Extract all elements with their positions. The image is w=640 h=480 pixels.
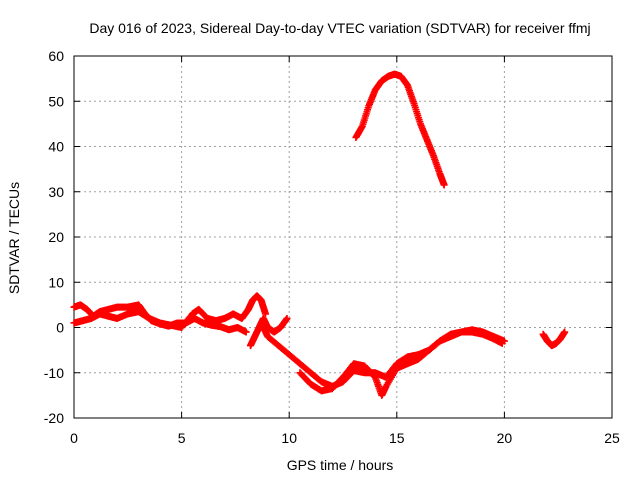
series-track-5 [296, 326, 508, 399]
y-tick-label: 40 [48, 139, 64, 155]
x-tick-label: 10 [281, 430, 297, 446]
data-point [561, 328, 569, 336]
series-track-2 [70, 292, 270, 331]
tick-labels: 0 5 10 15 20 25 -20 -10 0 10 20 30 40 50 60 [44, 48, 620, 446]
y-axis-label: SDTVAR / TECUs [6, 182, 22, 294]
x-axis-label: GPS time / hours [287, 457, 394, 473]
y-tick-label: 0 [56, 320, 64, 336]
x-tick-label: 20 [497, 430, 513, 446]
data-point [262, 310, 270, 318]
x-tick-label: 25 [604, 430, 620, 446]
data-point [283, 314, 291, 322]
y-tick-label: 30 [48, 184, 64, 200]
y-tick-label: 60 [48, 48, 64, 64]
x-tick-label: 5 [178, 430, 186, 446]
data-point [500, 337, 508, 345]
y-tick-label: -20 [44, 410, 64, 426]
series-track-7 [539, 328, 569, 350]
y-tick-label: -10 [44, 365, 64, 381]
axis-ticks [73, 55, 613, 419]
y-tick-label: 50 [48, 93, 64, 109]
chart-title: Day 016 of 2023, Sidereal Day-to-day VTE… [89, 20, 590, 36]
series-track-6 [352, 70, 448, 189]
x-tick-label: 0 [70, 430, 78, 446]
data-point [242, 328, 250, 336]
data-point [440, 181, 448, 189]
data-points [70, 70, 569, 399]
y-tick-label: 10 [48, 274, 64, 290]
y-tick-label: 20 [48, 229, 64, 245]
grid-lines [74, 56, 612, 418]
x-tick-label: 15 [389, 430, 405, 446]
